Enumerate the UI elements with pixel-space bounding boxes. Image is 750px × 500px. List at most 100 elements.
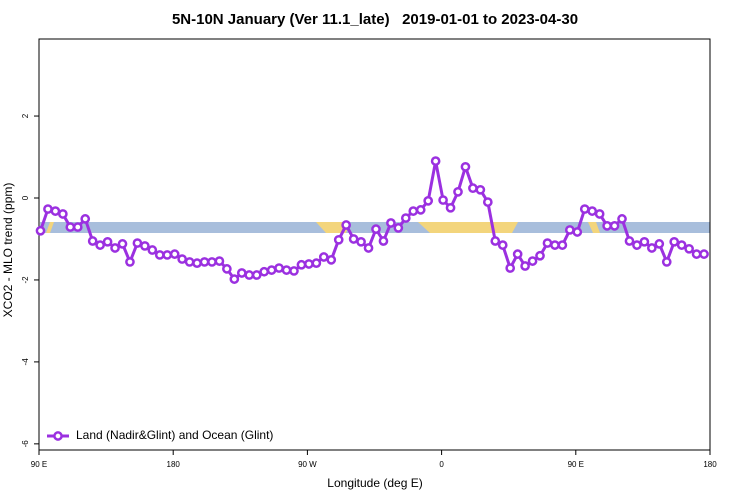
data-point [177,254,187,264]
data-point [35,225,46,236]
data-point [661,257,672,267]
data-point [475,184,486,195]
data-point [266,265,277,275]
data-point [639,236,650,247]
data-point [408,206,419,216]
data-point [430,156,441,166]
y-tick-label: -2 [21,276,30,284]
plot-frame [38,38,711,451]
data-point [289,266,299,276]
data-point [229,274,240,284]
data-point [512,249,523,259]
x-tick-label: 90 E [568,460,584,469]
data-point [80,214,91,224]
data-point [400,213,411,223]
data-point [251,270,262,280]
data-point [274,263,284,273]
data-point [356,236,366,247]
data-point [415,205,426,215]
data-point [154,250,165,260]
data-point [505,263,516,273]
y-tick-label: -6 [21,440,30,448]
data-point [550,240,560,250]
data-point [43,204,53,214]
data-point [65,222,76,232]
data-point [296,259,307,270]
data-point [520,261,530,271]
data-point [669,236,680,247]
data-point [259,266,270,277]
data-point [110,243,120,253]
data-point [147,245,158,255]
data-point [184,257,195,267]
data-point [214,256,225,266]
data-point [371,224,381,234]
data-point [617,214,627,224]
data-point [542,238,553,248]
data-point [311,258,322,268]
x-tick-label: 90 E [31,460,47,469]
data-point [646,243,657,253]
data-point [58,209,68,219]
data-point [572,227,583,237]
x-tick-label: 180 [167,460,181,469]
land-patch [418,222,518,233]
data-point [304,259,314,269]
data-point [378,236,389,246]
y-tick-label: 2 [21,113,30,118]
y-tick-label: 0 [21,195,30,200]
legend-marker [53,431,63,441]
data-point [318,252,329,262]
data-point [632,240,642,250]
data-point [497,240,508,250]
data-point [281,265,292,275]
data-point [244,270,255,280]
data-point [222,264,232,274]
data-point [482,197,493,207]
data-point [438,195,448,205]
data-point [386,218,396,228]
data-point [453,186,463,197]
data-point [348,234,359,244]
land-patch [46,222,54,233]
data-point [490,236,501,246]
data-point [535,250,545,261]
data-point [423,196,434,206]
x-tick-label: 90 W [298,460,317,469]
x-axis-label: Longitude (deg E) [327,476,422,490]
data-point [326,255,337,265]
data-point [684,243,694,254]
data-point [87,236,98,246]
data-point [393,223,404,233]
data-point [602,221,612,231]
data-point [527,256,538,266]
data-point [691,249,702,259]
data-point [699,249,709,259]
data-point [587,206,598,216]
data-point [72,222,83,232]
data-point [50,206,61,216]
x-tick-label: 180 [703,460,717,469]
data-point [162,250,173,260]
data-point [236,268,247,278]
legend-label: Land (Nadir&Glint) and Ocean (Glint) [76,428,273,442]
y-tick-label: -4 [21,358,30,366]
data-point [624,236,635,246]
data-point [594,209,605,219]
data-point [192,258,202,268]
data-point [117,239,128,249]
x-tick-label: 0 [439,460,444,469]
data-point [557,240,568,250]
data-point [341,220,352,230]
data-point [199,257,210,267]
data-point [468,183,478,194]
chart-title: 5N-10N January (Ver 11.1_late) 2019-01-0… [172,11,578,28]
data-point [102,236,113,247]
data-point [132,238,143,248]
data-point [460,161,471,172]
data-point [579,204,590,214]
y-axis-label: XCO2 - MLO trend (ppm) [1,183,15,318]
data-point [564,225,575,235]
data-point [654,239,665,249]
